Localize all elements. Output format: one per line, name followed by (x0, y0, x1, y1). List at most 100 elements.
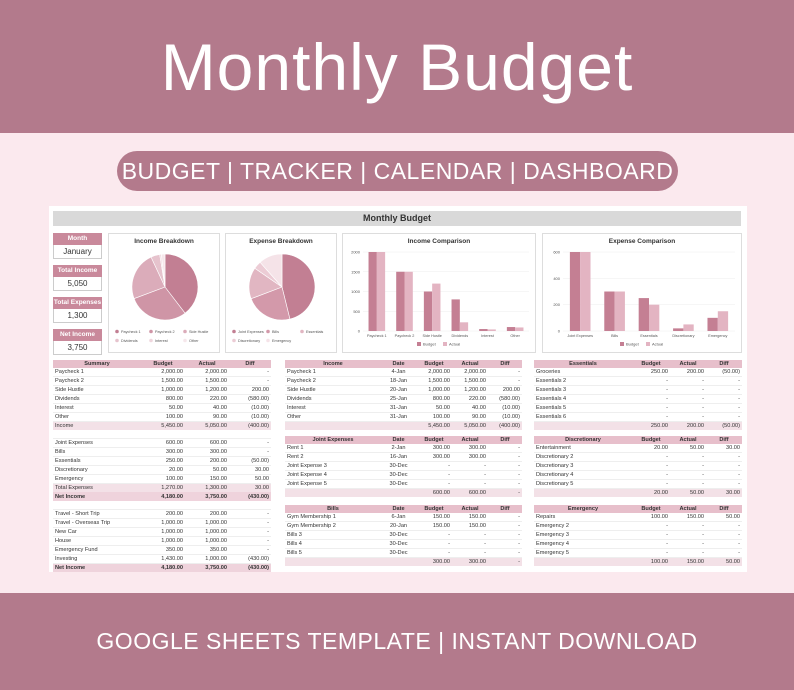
table-cell[interactable]: - (452, 548, 488, 559)
table-cell[interactable]: - (632, 403, 670, 414)
table-cell[interactable]: 2,000.00 (185, 368, 229, 378)
table-cell[interactable]: - (670, 385, 706, 396)
table-cell[interactable]: 150.00 (670, 513, 706, 523)
table-cell[interactable]: (10.00) (229, 403, 271, 414)
table-cell[interactable]: - (632, 452, 670, 463)
table-cell[interactable]: Discretionary 2 (534, 452, 632, 463)
table-cell[interactable]: 50.00 (141, 403, 185, 414)
table-cell[interactable]: 30.00 (706, 444, 742, 454)
table-cell[interactable] (185, 430, 229, 440)
table-cell[interactable]: 1,200.00 (452, 385, 488, 396)
table-cell[interactable]: 3,750.00 (185, 492, 229, 501)
table-cell[interactable]: 16-Jan (381, 452, 416, 463)
table-cell[interactable]: 100.00 (416, 412, 452, 423)
table-cell[interactable]: 200.00 (670, 421, 706, 431)
table-cell[interactable]: 2,000.00 (452, 368, 488, 378)
table-cell[interactable]: 150.00 (416, 513, 452, 523)
table-cell[interactable]: Side Hustle (285, 385, 381, 396)
table-cell[interactable]: - (488, 470, 522, 481)
table-cell[interactable]: - (452, 539, 488, 550)
table-cell[interactable]: 350.00 (185, 545, 229, 555)
table-cell[interactable]: (400.00) (229, 421, 271, 431)
table-cell[interactable]: 30.00 (229, 465, 271, 476)
table-cell[interactable]: - (706, 412, 742, 423)
table-cell[interactable]: (10.00) (488, 412, 522, 423)
table-cell[interactable]: 30.00 (229, 483, 271, 493)
table-cell[interactable]: Bills (53, 447, 141, 458)
table-cell[interactable]: - (670, 521, 706, 532)
table-cell[interactable]: - (416, 470, 452, 481)
table-cell[interactable]: 31-Jan (381, 412, 416, 423)
table-cell[interactable]: 600.00 (416, 488, 452, 498)
table-cell[interactable]: New Car (53, 527, 141, 537)
table-cell[interactable]: 1,000.00 (185, 518, 229, 528)
table-cell[interactable]: Total Expenses (53, 483, 141, 493)
table-cell[interactable]: 1,000.00 (141, 527, 185, 537)
table-cell[interactable]: - (452, 479, 488, 490)
table-cell[interactable]: 250.00 (141, 456, 185, 467)
table-cell[interactable]: 30-Dec (381, 548, 416, 559)
table-cell[interactable]: - (632, 412, 670, 423)
table-cell[interactable]: 1,000.00 (141, 536, 185, 546)
table-cell[interactable]: Joint Expense 3 (285, 461, 381, 472)
table-cell[interactable]: 200.00 (229, 385, 271, 396)
table-cell[interactable]: (430.00) (229, 554, 271, 564)
table-cell[interactable]: (430.00) (229, 563, 271, 572)
table-cell[interactable]: 18-Jan (381, 376, 416, 387)
table-cell[interactable]: - (488, 557, 522, 567)
table-cell[interactable]: 50.00 (706, 557, 742, 567)
table-cell[interactable]: - (670, 403, 706, 414)
table-cell[interactable]: - (706, 530, 742, 541)
table-cell[interactable]: - (670, 470, 706, 481)
table-cell[interactable]: 30-Dec (381, 470, 416, 481)
table-cell[interactable]: 1,000.00 (185, 527, 229, 537)
table-cell[interactable]: Net Income (53, 492, 141, 501)
table-cell[interactable]: Dividends (53, 394, 141, 405)
table-cell[interactable]: 1,000.00 (416, 385, 452, 396)
table-cell[interactable]: 1,430.00 (141, 554, 185, 564)
table-cell[interactable]: - (670, 530, 706, 541)
table-cell[interactable]: - (229, 545, 271, 555)
table-cell[interactable]: - (706, 403, 742, 414)
table-cell[interactable]: - (670, 539, 706, 550)
table-cell[interactable]: Gym Membership 2 (285, 521, 381, 532)
table-cell[interactable]: Joint Expense 5 (285, 479, 381, 490)
table-cell[interactable]: (580.00) (229, 394, 271, 405)
table-cell[interactable]: Essentials (53, 456, 141, 467)
table-cell[interactable] (381, 488, 416, 498)
table-cell[interactable] (141, 500, 185, 510)
table-cell[interactable]: 250.00 (632, 368, 670, 378)
table-cell[interactable]: 1,000.00 (185, 536, 229, 546)
table-cell[interactable]: Net Income (53, 563, 141, 572)
table-cell[interactable]: 300.00 (452, 444, 488, 454)
table-cell[interactable]: - (706, 479, 742, 490)
table-cell[interactable]: 350.00 (141, 545, 185, 555)
table-cell[interactable]: Paycheck 1 (285, 368, 381, 378)
table-cell[interactable]: 4-Jan (381, 368, 416, 378)
table-cell[interactable]: 25-Jan (381, 394, 416, 405)
table-cell[interactable]: 1,000.00 (185, 554, 229, 564)
table-cell[interactable]: 300.00 (452, 452, 488, 463)
table-cell[interactable]: Side Hustle (53, 385, 141, 396)
table-cell[interactable]: 50.00 (229, 474, 271, 485)
table-cell[interactable]: (10.00) (488, 403, 522, 414)
table-cell[interactable]: (400.00) (488, 421, 522, 431)
table-cell[interactable]: - (229, 368, 271, 378)
table-cell[interactable]: 300.00 (452, 557, 488, 567)
table-cell[interactable]: 31-Jan (381, 403, 416, 414)
table-cell[interactable]: - (632, 470, 670, 481)
table-cell[interactable]: 300.00 (416, 557, 452, 567)
table-cell[interactable]: 150.00 (670, 557, 706, 567)
table-cell[interactable]: 6-Jan (381, 513, 416, 523)
table-cell[interactable]: Emergency 2 (534, 521, 632, 532)
table-cell[interactable]: 50.00 (670, 444, 706, 454)
table-cell[interactable]: 50.00 (416, 403, 452, 414)
table-cell[interactable]: 40.00 (452, 403, 488, 414)
table-cell[interactable]: 220.00 (452, 394, 488, 405)
table-cell[interactable]: - (632, 521, 670, 532)
table-cell[interactable]: 30-Dec (381, 479, 416, 490)
table-cell[interactable]: - (670, 548, 706, 559)
table-cell[interactable]: - (416, 548, 452, 559)
table-cell[interactable]: - (416, 539, 452, 550)
table-cell[interactable]: - (488, 376, 522, 387)
